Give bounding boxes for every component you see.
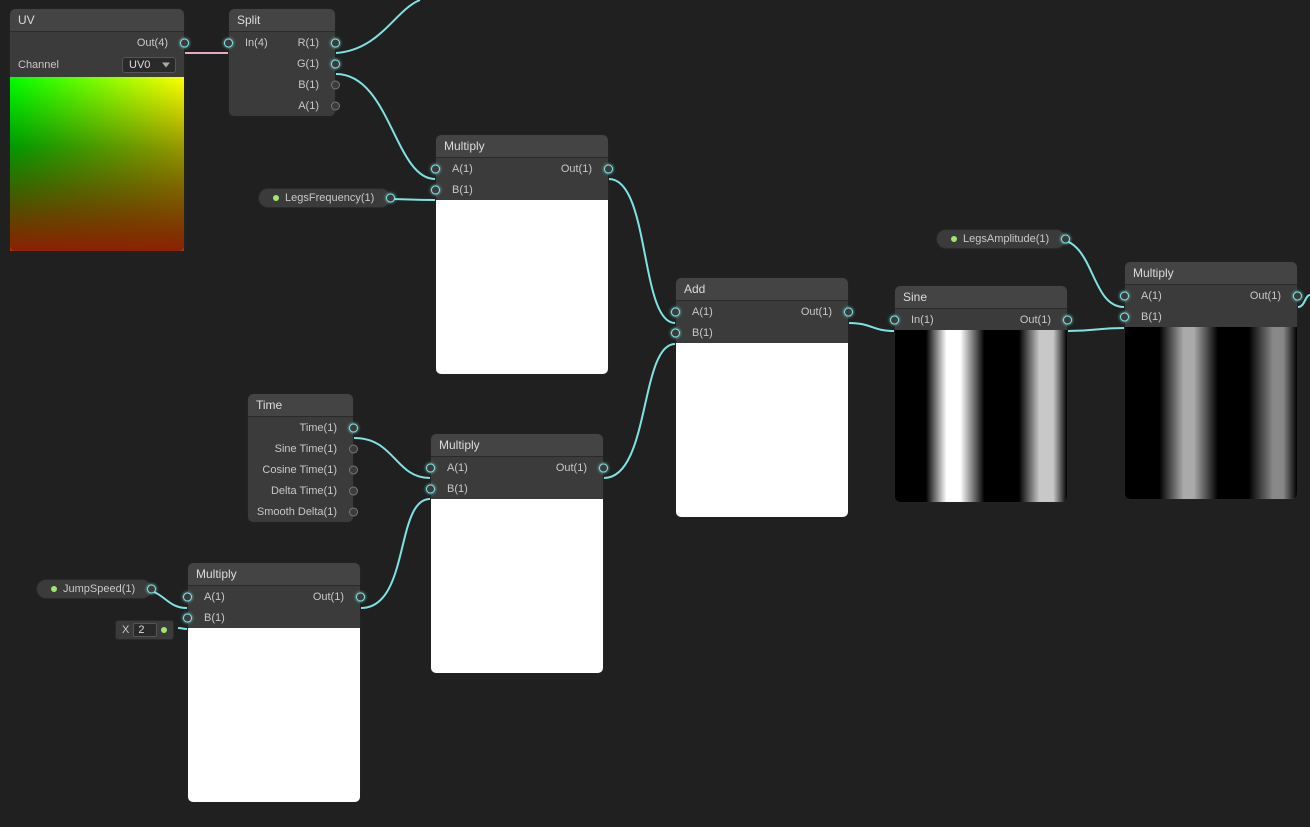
node-multiply[interactable]: Multiply A(1) B(1) Out(1): [435, 134, 609, 375]
param-dot-icon: [951, 236, 957, 242]
output-port[interactable]: [349, 465, 358, 474]
port-row-a[interactable]: A(1): [436, 158, 522, 179]
input-port[interactable]: [671, 307, 680, 316]
port-row-out[interactable]: Out(1): [981, 309, 1067, 330]
node-sine[interactable]: Sine In(1) Out(1): [894, 285, 1068, 503]
port-row-out[interactable]: Cosine Time(1): [248, 459, 353, 480]
param-legsfrequency[interactable]: LegsFrequency(1): [258, 188, 391, 208]
input-port[interactable]: [1120, 291, 1129, 300]
port-row-b[interactable]: B(1): [436, 179, 522, 200]
output-port[interactable]: [180, 38, 189, 47]
input-port[interactable]: [183, 613, 192, 622]
port-row-out[interactable]: Out(1): [1211, 285, 1297, 306]
node-multiply[interactable]: Multiply A(1) B(1) Out(1): [187, 562, 361, 803]
input-port[interactable]: [224, 38, 233, 47]
node-multiply[interactable]: Multiply A(1) B(1) Out(1): [1124, 261, 1298, 500]
port-row-out[interactable]: B(1): [282, 74, 335, 95]
output-port[interactable]: [386, 194, 395, 203]
output-port[interactable]: [1061, 235, 1070, 244]
node-title: Add: [676, 278, 848, 301]
port-row-in[interactable]: In(1): [895, 309, 981, 330]
output-port[interactable]: [331, 38, 340, 47]
port-row-a[interactable]: A(1): [431, 457, 517, 478]
input-port[interactable]: [890, 315, 899, 324]
node-time[interactable]: Time Time(1)Sine Time(1)Cosine Time(1)De…: [247, 393, 354, 523]
input-port[interactable]: [426, 484, 435, 493]
output-port[interactable]: [349, 423, 358, 432]
port-row-out[interactable]: Smooth Delta(1): [248, 501, 353, 522]
param-dot-icon: [273, 195, 279, 201]
output-port[interactable]: [147, 585, 156, 594]
port-row-a[interactable]: A(1): [676, 301, 762, 322]
node-multiply[interactable]: Multiply A(1) B(1) Out(1): [430, 433, 604, 674]
input-x-constant[interactable]: X 2: [115, 620, 174, 640]
port-row-out[interactable]: Out(1): [274, 586, 360, 607]
channel-label: Channel: [18, 59, 59, 71]
node-preview: [431, 499, 603, 673]
node-title: Multiply: [188, 563, 360, 586]
output-port[interactable]: [1063, 315, 1072, 324]
input-port[interactable]: [183, 592, 192, 601]
port-row-b[interactable]: B(1): [431, 478, 517, 499]
port-row-out[interactable]: Out(4): [10, 32, 184, 53]
node-title: Multiply: [431, 434, 603, 457]
port-row-out[interactable]: R(1): [282, 32, 335, 53]
port-row-out[interactable]: Out(1): [762, 301, 848, 322]
output-port[interactable]: [331, 101, 340, 110]
input-port[interactable]: [431, 164, 440, 173]
uv-gradient-preview: [10, 77, 184, 251]
param-dot-icon: [161, 627, 167, 633]
channel-dropdown[interactable]: UV0: [122, 57, 176, 73]
node-preview: [188, 628, 360, 802]
node-title: Sine: [895, 286, 1067, 309]
port-row-out[interactable]: Delta Time(1): [248, 480, 353, 501]
port-row-out[interactable]: Time(1): [248, 417, 353, 438]
input-port[interactable]: [1120, 312, 1129, 321]
output-port[interactable]: [349, 444, 358, 453]
param-dot-icon: [51, 586, 57, 592]
node-uv[interactable]: UV Out(4) Channel UV0: [9, 8, 185, 252]
param-legsamplitude[interactable]: LegsAmplitude(1): [936, 229, 1066, 249]
node-preview: [676, 343, 848, 517]
x-value[interactable]: 2: [133, 623, 157, 637]
port-row-a[interactable]: A(1): [188, 586, 274, 607]
port-row-out[interactable]: A(1): [282, 95, 335, 116]
node-title: UV: [10, 9, 184, 32]
port-row-out[interactable]: G(1): [282, 53, 335, 74]
node-preview: [1125, 327, 1297, 499]
node-title: Multiply: [1125, 262, 1297, 285]
port-row-out[interactable]: Out(1): [517, 457, 603, 478]
port-row-a[interactable]: A(1): [1125, 285, 1211, 306]
port-row-b[interactable]: B(1): [676, 322, 762, 343]
input-port[interactable]: [671, 328, 680, 337]
port-row-out[interactable]: Out(1): [522, 158, 608, 179]
node-split[interactable]: Split In(4) R(1)G(1)B(1)A(1): [228, 8, 336, 117]
input-port[interactable]: [426, 463, 435, 472]
output-port[interactable]: [349, 507, 358, 516]
output-port[interactable]: [331, 59, 340, 68]
output-port[interactable]: [604, 164, 613, 173]
output-port[interactable]: [349, 486, 358, 495]
port-row-b[interactable]: B(1): [188, 607, 274, 628]
output-port[interactable]: [1293, 291, 1302, 300]
node-preview: [436, 200, 608, 374]
node-title: Split: [229, 9, 335, 32]
node-title: Multiply: [436, 135, 608, 158]
output-port[interactable]: [599, 463, 608, 472]
input-port[interactable]: [431, 185, 440, 194]
output-port[interactable]: [844, 307, 853, 316]
node-add[interactable]: Add A(1) B(1) Out(1): [675, 277, 849, 518]
port-row-b[interactable]: B(1): [1125, 306, 1211, 327]
output-port[interactable]: [356, 592, 365, 601]
port-row-in[interactable]: In(4): [229, 32, 282, 53]
param-jumpspeed[interactable]: JumpSpeed(1): [36, 579, 152, 599]
output-port[interactable]: [331, 80, 340, 89]
node-title: Time: [248, 394, 353, 417]
port-row-out[interactable]: Sine Time(1): [248, 438, 353, 459]
node-preview: [895, 330, 1067, 502]
